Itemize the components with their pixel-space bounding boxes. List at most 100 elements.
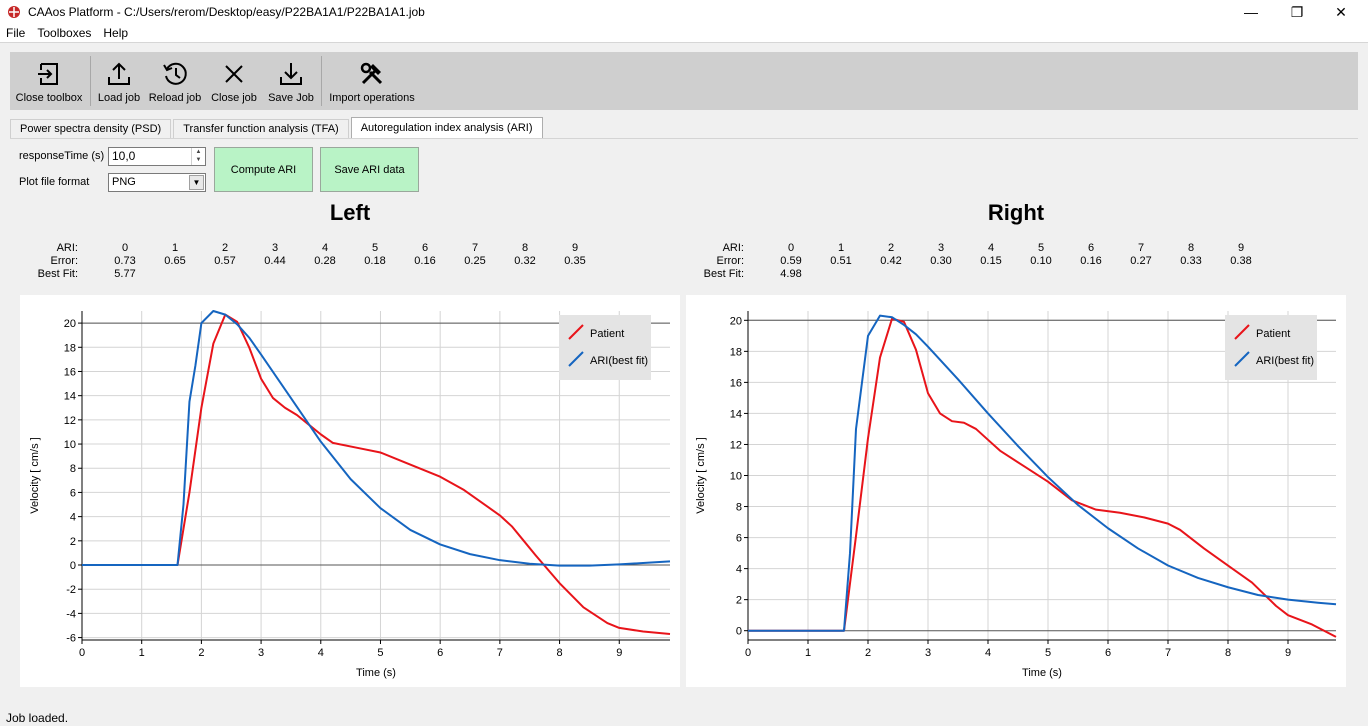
ari-cell: 1 — [171, 242, 179, 254]
ari-cell: 5 — [1037, 242, 1045, 254]
ari-cell: 0.38 — [1230, 255, 1252, 267]
ari-cell: 3 — [271, 242, 279, 254]
restore-button[interactable]: ❐ — [1274, 0, 1320, 24]
right-chart: 0 1 2 3 4 5 6 7 8 9 0 2 4 6 8 10 12 14 16 18 20 Time (s) Veloc… — [686, 295, 1346, 687]
ari-cell: 0.25 — [464, 255, 486, 267]
ari-panel — [10, 138, 1358, 698]
ari-cell: 0.28 — [314, 255, 336, 267]
ari-cell: 9 — [571, 242, 579, 254]
minimize-icon: — — [1244, 4, 1258, 20]
response-time-label: responseTime (s) — [19, 150, 105, 162]
y-axis-label: Velocity [ cm/s ] — [695, 437, 707, 513]
ari-cell: 0.16 — [414, 255, 436, 267]
y-tick-label: 8 — [70, 463, 76, 475]
legend-label: Patient — [590, 328, 624, 340]
y-tick-label: 4 — [736, 564, 742, 576]
close-icon: ✕ — [1335, 3, 1347, 20]
response-time-spinbox[interactable]: 10,0 ▲ ▼ — [108, 147, 206, 166]
legend-box — [1225, 315, 1317, 380]
x-tick-label: 4 — [318, 647, 324, 659]
import-operations-button[interactable]: Import operations — [324, 52, 420, 110]
x-tick-label: 3 — [925, 647, 931, 659]
y-tick-label: 20 — [64, 318, 76, 330]
x-tick-label: 0 — [79, 647, 85, 659]
ari-cell: 0.51 — [830, 255, 852, 267]
y-tick-label: 20 — [730, 315, 742, 327]
ari-cell: 7 — [1137, 242, 1145, 254]
tab-psd[interactable]: Power spectra density (PSD) — [10, 119, 172, 138]
y-tick-label: 6 — [70, 487, 76, 499]
y-tick-label: 10 — [64, 439, 76, 451]
menu-file[interactable]: File — [6, 26, 26, 40]
menu-toolboxes[interactable]: Toolboxes — [37, 26, 92, 40]
best-fit-value: 4.98 — [780, 268, 802, 280]
exit-icon — [38, 63, 58, 85]
ari-row-label: Best Fit: — [703, 268, 744, 280]
tab-tfa[interactable]: Transfer function analysis (TFA) — [173, 119, 349, 138]
legend: Patient ARI(best fit) — [559, 315, 651, 380]
title-bar: CAAos Platform - C:/Users/rerom/Desktop/… — [0, 0, 1368, 24]
ari-cell: 1 — [837, 242, 845, 254]
ari-cell: 0.10 — [1030, 255, 1052, 267]
ari-cell: 0.42 — [880, 255, 902, 267]
x-tick-label: 6 — [437, 647, 443, 659]
spin-down-icon[interactable]: ▼ — [195, 157, 202, 163]
reload-job-label: Reload job — [148, 92, 202, 104]
ari-cell: 2 — [221, 242, 229, 254]
close-window-button[interactable]: ✕ — [1318, 0, 1364, 24]
save-ari-data-button[interactable]: Save ARI data — [320, 147, 419, 192]
legend-swatch — [568, 351, 584, 367]
ari-cell: 0 — [121, 242, 129, 254]
load-job-button[interactable]: Load job — [93, 52, 145, 110]
close-job-button[interactable]: Close job — [205, 52, 263, 110]
x-tick-label: 9 — [1285, 647, 1291, 659]
ari-cell: 0.59 — [780, 255, 802, 267]
tab-ari[interactable]: Autoregulation index analysis (ARI) — [350, 117, 543, 138]
x-tick-label: 2 — [198, 647, 204, 659]
ari-cell: 7 — [471, 242, 479, 254]
legend-label: Patient — [1256, 328, 1290, 340]
y-tick-label: 6 — [736, 533, 742, 545]
upload-icon — [108, 62, 130, 85]
tools-icon — [360, 62, 383, 85]
y-tick-label: 14 — [64, 391, 76, 403]
save-job-button[interactable]: Save Job — [263, 52, 319, 110]
ari-cell: 0.30 — [930, 255, 952, 267]
ari-cell: 0.65 — [164, 255, 186, 267]
ari-cell: 0.73 — [114, 255, 136, 267]
ari-series-line — [82, 310, 671, 567]
x-tick-label: 6 — [1105, 647, 1111, 659]
window-title: CAAos Platform - C:/Users/rerom/Desktop/… — [28, 5, 425, 19]
legend-swatch — [1234, 324, 1250, 340]
plot-format-select[interactable]: PNG ▼ — [108, 173, 206, 192]
x-tick-label: 8 — [557, 647, 563, 659]
ari-row-label: Best Fit: — [37, 268, 78, 280]
spin-up-icon[interactable]: ▲ — [195, 149, 202, 155]
legend-swatch — [1234, 351, 1250, 367]
ari-cell: 0.44 — [264, 255, 286, 267]
close-toolbox-button[interactable]: Close toolbox — [10, 52, 88, 110]
minimize-button[interactable]: — — [1228, 0, 1274, 24]
compute-ari-button[interactable]: Compute ARI — [214, 147, 313, 192]
ari-cell: 4 — [987, 242, 995, 254]
left-chart: 0 1 2 3 4 5 6 7 8 9 -6 -4 -2 0 2 4 6 8 10 12 14 16 18 20 Time (s… — [20, 295, 680, 687]
legend-label: ARI(best fit) — [590, 355, 648, 367]
y-tick-label: 18 — [64, 342, 76, 354]
legend: Patient ARI(best fit) — [1225, 315, 1317, 380]
menu-help[interactable]: Help — [103, 26, 129, 40]
ari-cell: 0.18 — [364, 255, 386, 267]
x-tick-label: 7 — [1165, 647, 1171, 659]
x-tick-label: 4 — [985, 647, 991, 659]
legend-label: ARI(best fit) — [1256, 355, 1314, 367]
restore-icon: ❐ — [1290, 3, 1304, 20]
patient-series-line — [748, 317, 1337, 638]
y-tick-label: 14 — [730, 408, 742, 420]
y-tick-label: 12 — [730, 439, 742, 451]
ari-cell: 6 — [421, 242, 429, 254]
chevron-down-icon[interactable]: ▼ — [189, 175, 204, 190]
reload-job-button[interactable]: Reload job — [145, 52, 205, 110]
ari-cell: 0.27 — [1130, 255, 1152, 267]
plot-format-value: PNG — [112, 176, 136, 188]
spin-arrows[interactable]: ▲ ▼ — [191, 148, 205, 165]
